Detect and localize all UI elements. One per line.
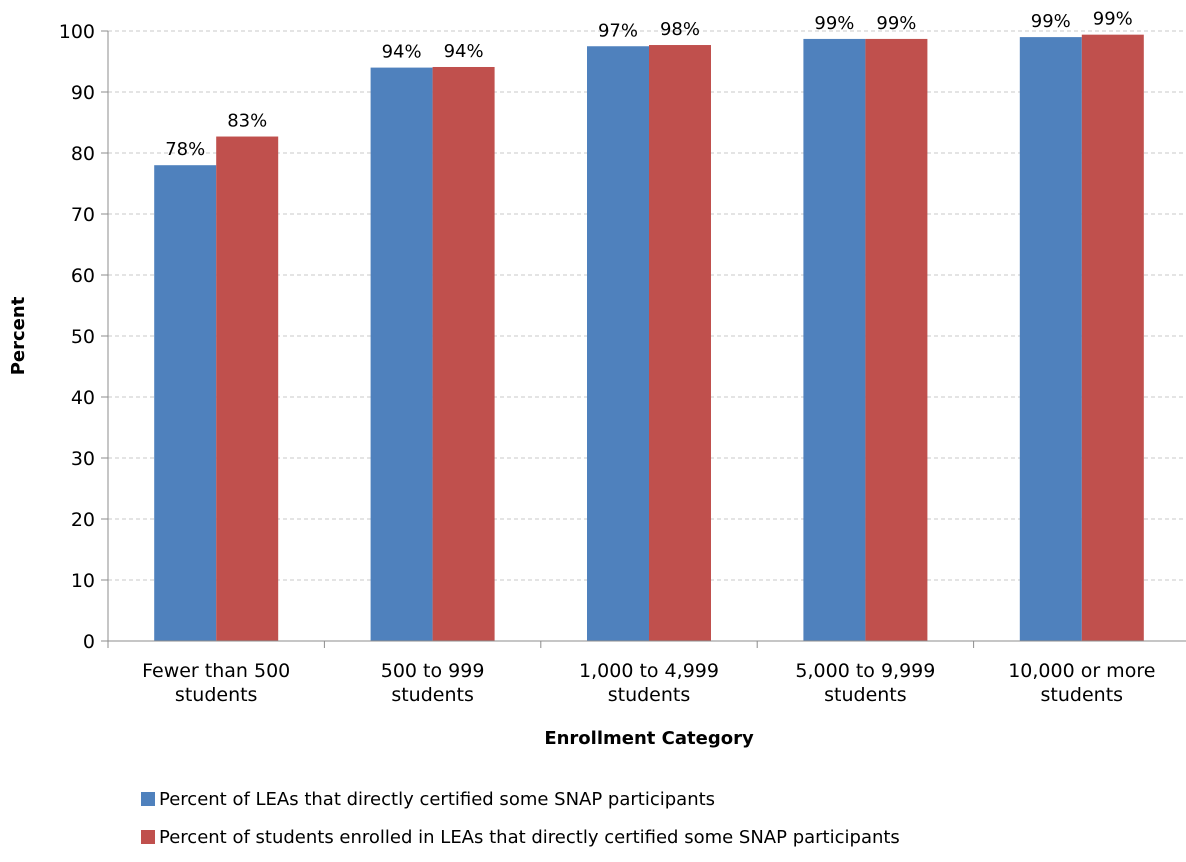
legend-item-students: Percent of students enrolled in LEAs tha… [141, 824, 900, 850]
x-tick-label: 1,000 to 4,999 students [579, 660, 719, 706]
y-tick-label: 80 [71, 143, 95, 165]
data-label: 99% [876, 13, 916, 34]
data-label: 78% [165, 139, 205, 160]
data-label: 94% [444, 41, 484, 62]
legend-label-leas: Percent of LEAs that directly certified … [159, 788, 716, 810]
y-tick-label: 40 [71, 387, 95, 409]
bar-leas-2 [587, 46, 649, 641]
y-tick-label: 10 [71, 570, 95, 592]
legend-item-leas: Percent of LEAs that directly certified … [141, 786, 900, 812]
data-label: 99% [814, 13, 854, 34]
y-tick-label: 30 [71, 448, 95, 470]
x-axis-title: Enrollment Category [544, 728, 754, 749]
y-tick-label: 60 [71, 265, 95, 287]
y-tick-label: 70 [71, 204, 95, 226]
x-tick-label: 500 to 999 students [381, 660, 485, 706]
bars [154, 34, 1144, 642]
bar-students-1 [432, 66, 495, 642]
y-tick-label: 0 [83, 631, 95, 653]
x-tick-label: 10,000 or more students [1008, 660, 1155, 706]
y-tick-label: 50 [71, 326, 95, 348]
legend: Percent of LEAs that directly certified … [141, 786, 900, 862]
labels: 0 10 20 30 40 50 60 70 80 90 100 78% 83% Fewer than 5… [59, 9, 1156, 706]
bar-students-2 [649, 45, 711, 641]
data-label: 99% [1093, 9, 1133, 30]
bar-students-3 [865, 38, 928, 642]
data-label: 98% [660, 19, 700, 40]
data-label: 83% [227, 111, 267, 132]
x-tick-label: 5,000 to 9,999 students [795, 660, 935, 706]
data-label: 94% [382, 42, 422, 63]
legend-swatch-blue [141, 792, 155, 806]
y-tick-label: 20 [71, 509, 95, 531]
bar-students-0 [216, 136, 279, 641]
bar-leas-3 [803, 38, 866, 642]
y-tick-label: 100 [59, 21, 95, 43]
x-tick-label: Fewer than 500 students [142, 660, 290, 706]
y-tick-label: 90 [71, 82, 95, 104]
bar-leas-0 [154, 165, 217, 641]
bar-leas-4 [1019, 37, 1082, 642]
axes [101, 30, 1186, 648]
legend-swatch-red [141, 830, 155, 844]
y-axis-title: Percent [8, 296, 29, 375]
legend-label-students: Percent of students enrolled in LEAs tha… [159, 826, 900, 848]
data-label: 99% [1031, 11, 1071, 32]
data-label: 97% [598, 20, 638, 41]
bar-students-4 [1081, 34, 1144, 642]
bar-leas-1 [370, 67, 433, 642]
